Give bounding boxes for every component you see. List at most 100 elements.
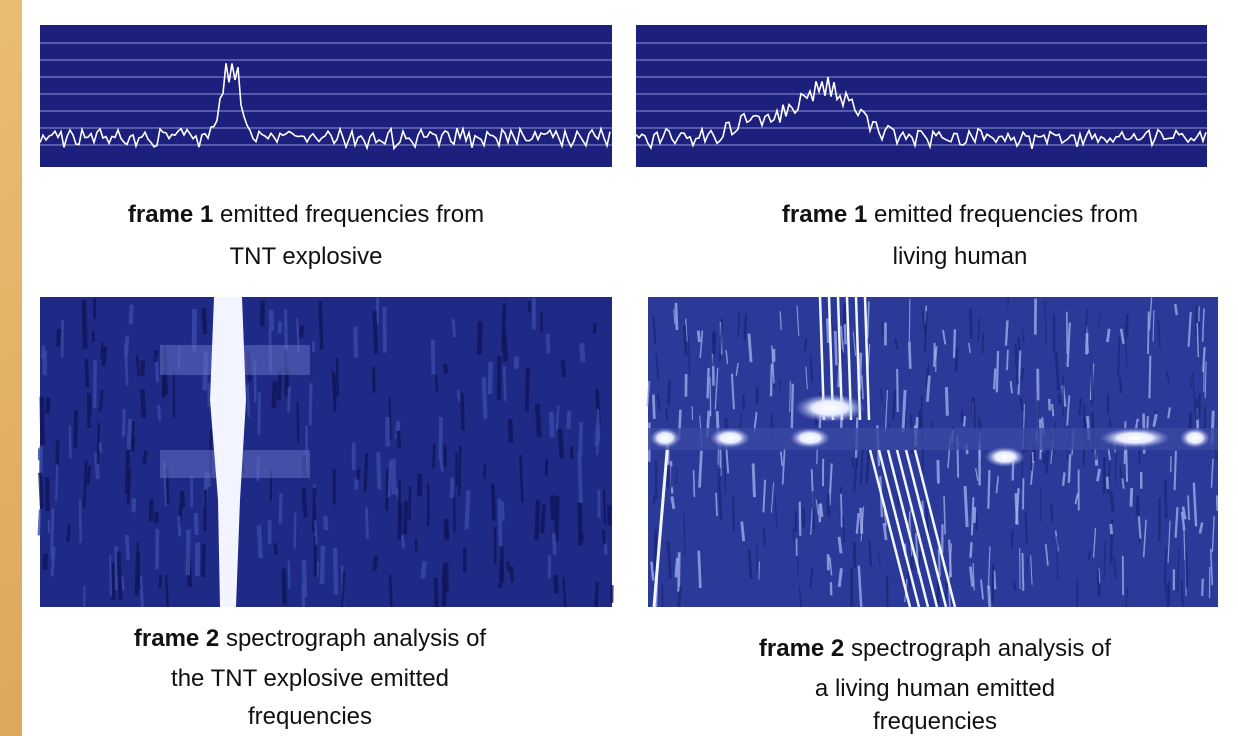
streak — [446, 519, 447, 541]
streak — [434, 443, 435, 469]
streak — [42, 397, 43, 445]
streak — [188, 530, 189, 575]
streak — [317, 562, 318, 577]
streak — [479, 321, 480, 354]
streak — [939, 549, 940, 577]
streak — [119, 551, 121, 599]
streak — [897, 369, 898, 412]
streak — [458, 390, 459, 402]
spectrum-background — [40, 25, 612, 167]
streak — [997, 351, 998, 392]
caption-line: frame 1 emitted frequencies from — [128, 201, 484, 228]
streak — [289, 561, 290, 589]
bright-spot — [985, 447, 1025, 467]
spectrograph-human — [647, 297, 1218, 607]
streak — [445, 445, 446, 467]
caption-text: emitted frequencies from — [874, 201, 1138, 228]
bright-spot — [710, 428, 750, 448]
streak — [1131, 488, 1132, 507]
streak — [56, 464, 57, 501]
streak — [764, 528, 765, 547]
streak — [452, 477, 453, 498]
streak — [490, 362, 491, 394]
streak — [142, 389, 143, 418]
streak — [757, 387, 758, 404]
streak — [295, 513, 296, 549]
caption-text: spectrograph analysis of — [226, 625, 486, 652]
streak — [52, 508, 53, 557]
streak — [1067, 312, 1068, 354]
streak — [398, 431, 399, 448]
streak — [841, 494, 842, 528]
streak — [160, 574, 161, 588]
streak — [965, 486, 967, 527]
streak — [1016, 493, 1017, 524]
streak — [1111, 524, 1112, 534]
streak — [47, 398, 48, 414]
streak — [1046, 449, 1047, 473]
streak — [271, 310, 272, 331]
streak — [335, 548, 336, 594]
streak — [1196, 304, 1197, 335]
streak — [390, 575, 391, 607]
streak — [205, 490, 206, 531]
streak — [1107, 329, 1109, 342]
streak — [366, 507, 367, 539]
streak — [58, 329, 59, 346]
streak — [247, 385, 248, 417]
streak — [320, 301, 322, 349]
caption-line: the TNT explosive emitted — [171, 665, 449, 692]
streak — [1008, 297, 1009, 308]
streak — [389, 461, 390, 498]
bright-spot — [1100, 428, 1170, 448]
streak — [1021, 368, 1023, 380]
streak — [1021, 398, 1023, 410]
streak — [144, 451, 146, 465]
streak — [988, 470, 989, 509]
caption-label: frame 1 — [128, 201, 213, 228]
streak — [971, 542, 972, 557]
streak — [47, 477, 48, 511]
streak — [274, 381, 275, 408]
streak — [125, 343, 127, 385]
streak — [304, 489, 306, 517]
streak — [708, 368, 709, 399]
caption-text: spectrograph analysis of — [851, 635, 1111, 662]
streak — [310, 383, 311, 425]
streak — [423, 561, 425, 578]
streak — [749, 550, 751, 579]
streak — [484, 464, 485, 478]
streak — [40, 473, 42, 509]
caption-line: TNT explosive — [230, 243, 383, 270]
streak — [527, 367, 528, 411]
streak — [796, 511, 797, 532]
streak — [484, 377, 486, 419]
streak — [668, 380, 669, 404]
streak — [500, 559, 501, 587]
streak — [679, 552, 680, 591]
streak — [651, 562, 653, 581]
streak — [129, 419, 130, 450]
streak — [405, 501, 406, 535]
streak — [298, 402, 299, 443]
streak — [569, 411, 570, 429]
streak — [462, 393, 463, 430]
streak — [1098, 569, 1099, 597]
streak — [80, 499, 81, 543]
streak — [827, 318, 828, 343]
streak — [325, 516, 326, 530]
streak — [976, 513, 977, 530]
streak — [700, 451, 702, 488]
streak — [304, 560, 305, 597]
streak — [676, 303, 677, 330]
streak — [279, 322, 280, 334]
streak — [828, 494, 829, 517]
streak — [280, 493, 281, 523]
streak — [1188, 495, 1189, 520]
streak — [529, 301, 530, 313]
streak — [358, 469, 359, 479]
streak — [142, 360, 143, 375]
streak — [284, 569, 285, 605]
streak — [1006, 320, 1007, 345]
streak — [275, 543, 276, 554]
